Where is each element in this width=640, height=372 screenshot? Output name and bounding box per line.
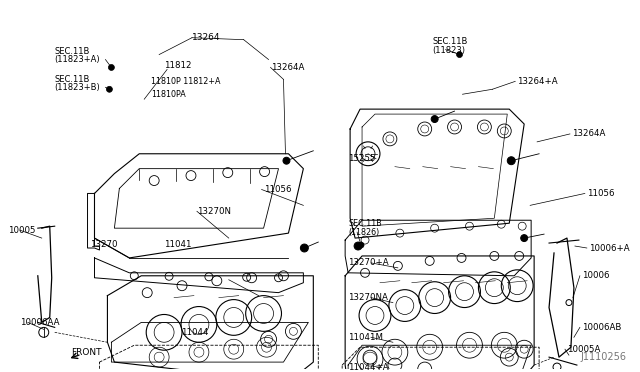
Text: 11044+A: 11044+A [348, 363, 388, 372]
Text: 10006: 10006 [582, 271, 609, 280]
Text: FRONT: FRONT [72, 348, 102, 357]
Text: SEC.11B: SEC.11B [433, 37, 468, 46]
Text: 11044: 11044 [181, 328, 209, 337]
Text: 15255: 15255 [348, 154, 376, 163]
Text: 11041: 11041 [164, 240, 191, 248]
Text: (11823+B): (11823+B) [54, 83, 100, 92]
Text: 13270: 13270 [90, 240, 117, 248]
Text: SEC.11B: SEC.11B [54, 47, 90, 56]
Text: 11810PA: 11810PA [151, 90, 186, 99]
Circle shape [456, 52, 463, 58]
Text: J1110256: J1110256 [580, 352, 627, 362]
Text: 10006+A: 10006+A [589, 244, 630, 253]
Text: 10006AA: 10006AA [20, 318, 60, 327]
Circle shape [508, 157, 515, 165]
Text: 11041M: 11041M [348, 333, 383, 342]
Text: 11056: 11056 [587, 189, 614, 198]
Text: (11823): (11823) [433, 46, 466, 55]
Circle shape [521, 235, 527, 241]
Text: 13264: 13264 [192, 33, 220, 42]
Text: 13264+A: 13264+A [517, 77, 558, 86]
Circle shape [106, 86, 113, 92]
Text: 13264A: 13264A [572, 129, 605, 138]
Text: 13270NA: 13270NA [348, 293, 388, 302]
Text: (11823+A): (11823+A) [54, 55, 100, 64]
Circle shape [283, 157, 290, 164]
Text: SEC.11B: SEC.11B [54, 75, 90, 84]
Text: 13264A: 13264A [271, 63, 304, 72]
Text: 13270N: 13270N [197, 207, 231, 216]
Text: 11812: 11812 [164, 61, 191, 70]
Text: 11056: 11056 [264, 185, 291, 194]
Circle shape [300, 244, 308, 252]
Text: 10005A: 10005A [567, 345, 600, 354]
Text: 10006AB: 10006AB [582, 323, 621, 332]
Text: 13270+A: 13270+A [348, 259, 388, 267]
Text: 11810P 11812+A: 11810P 11812+A [151, 77, 221, 86]
Text: SEC.11B: SEC.11B [348, 219, 382, 228]
Circle shape [358, 242, 364, 248]
Circle shape [108, 64, 115, 70]
Text: 10005: 10005 [8, 226, 35, 235]
Text: (11826): (11826) [348, 228, 380, 237]
Circle shape [431, 116, 438, 122]
Circle shape [354, 242, 362, 250]
